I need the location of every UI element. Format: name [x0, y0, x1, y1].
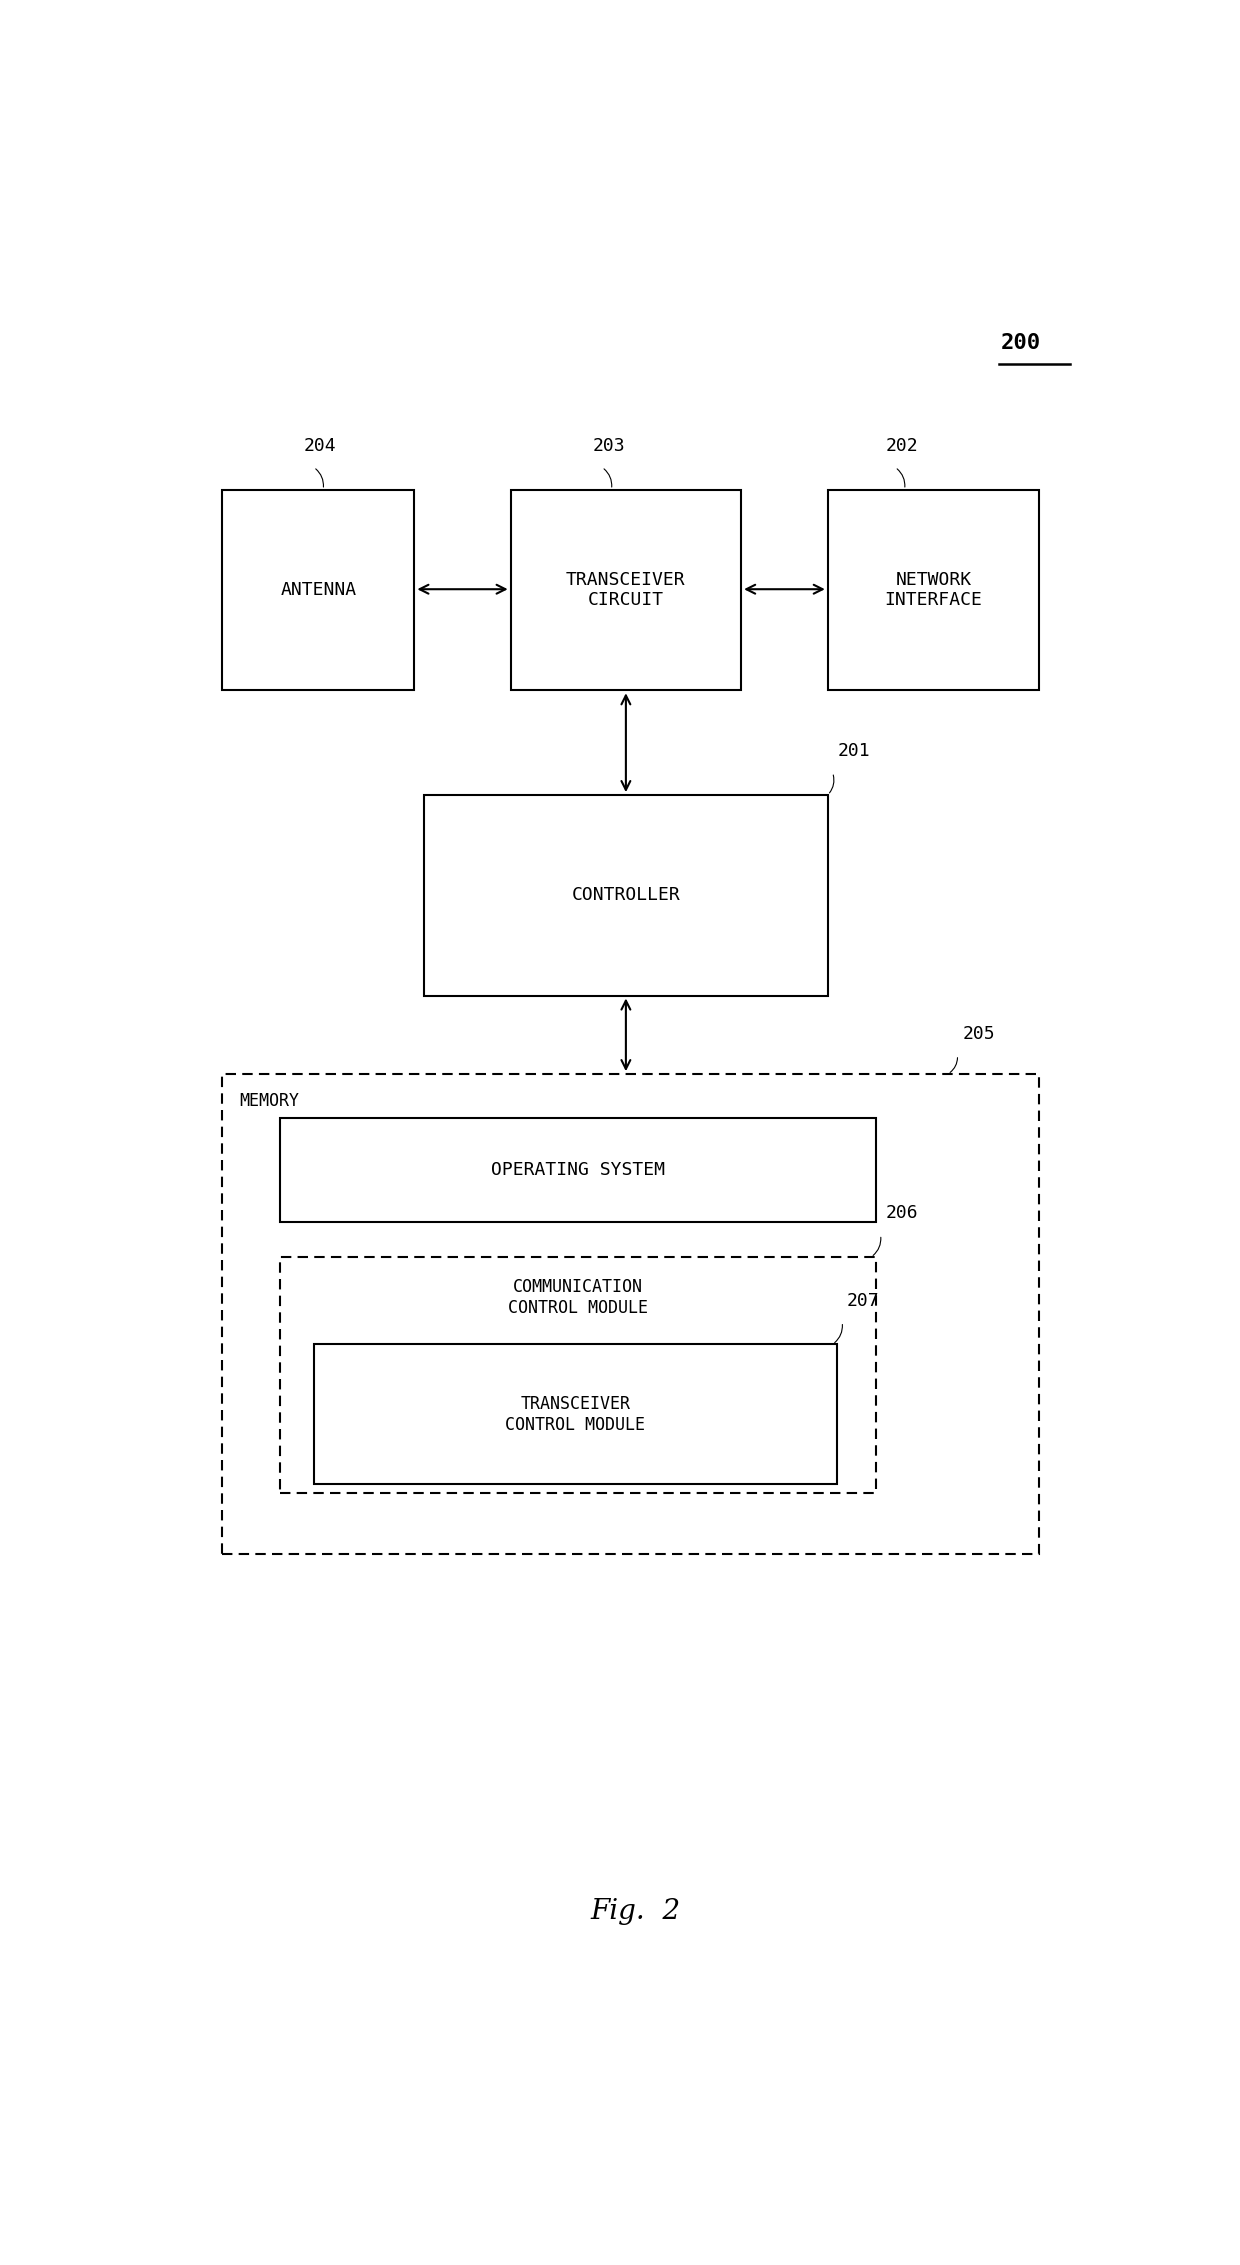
Text: 201: 201 [837, 743, 870, 761]
Text: OPERATING SYSTEM: OPERATING SYSTEM [491, 1162, 665, 1180]
Bar [280, 1257, 875, 1493]
Text: TRANSCEIVER
CONTROL MODULE: TRANSCEIVER CONTROL MODULE [506, 1395, 646, 1434]
Text: COMMUNICATION
CONTROL MODULE: COMMUNICATION CONTROL MODULE [508, 1277, 647, 1316]
Bar [222, 489, 414, 691]
Text: Fig.  2: Fig. 2 [590, 1898, 681, 1925]
Text: 206: 206 [885, 1205, 918, 1223]
Text: ANTENNA: ANTENNA [280, 582, 356, 598]
Text: MEMORY: MEMORY [239, 1092, 300, 1110]
Bar [314, 1345, 837, 1484]
Text: TRANSCEIVER
CIRCUIT: TRANSCEIVER CIRCUIT [567, 571, 686, 609]
Text: 207: 207 [847, 1291, 879, 1309]
Bar [280, 1117, 875, 1223]
Text: 200: 200 [1001, 333, 1040, 353]
Bar [424, 795, 828, 997]
Text: 203: 203 [593, 437, 625, 455]
Bar [828, 489, 1039, 691]
Text: 204: 204 [304, 437, 336, 455]
Text: CONTROLLER: CONTROLLER [572, 886, 681, 904]
Bar [511, 489, 742, 691]
Bar [222, 1074, 1039, 1554]
Text: 202: 202 [885, 437, 918, 455]
Text: 205: 205 [962, 1024, 994, 1042]
Text: NETWORK
INTERFACE: NETWORK INTERFACE [884, 571, 982, 609]
